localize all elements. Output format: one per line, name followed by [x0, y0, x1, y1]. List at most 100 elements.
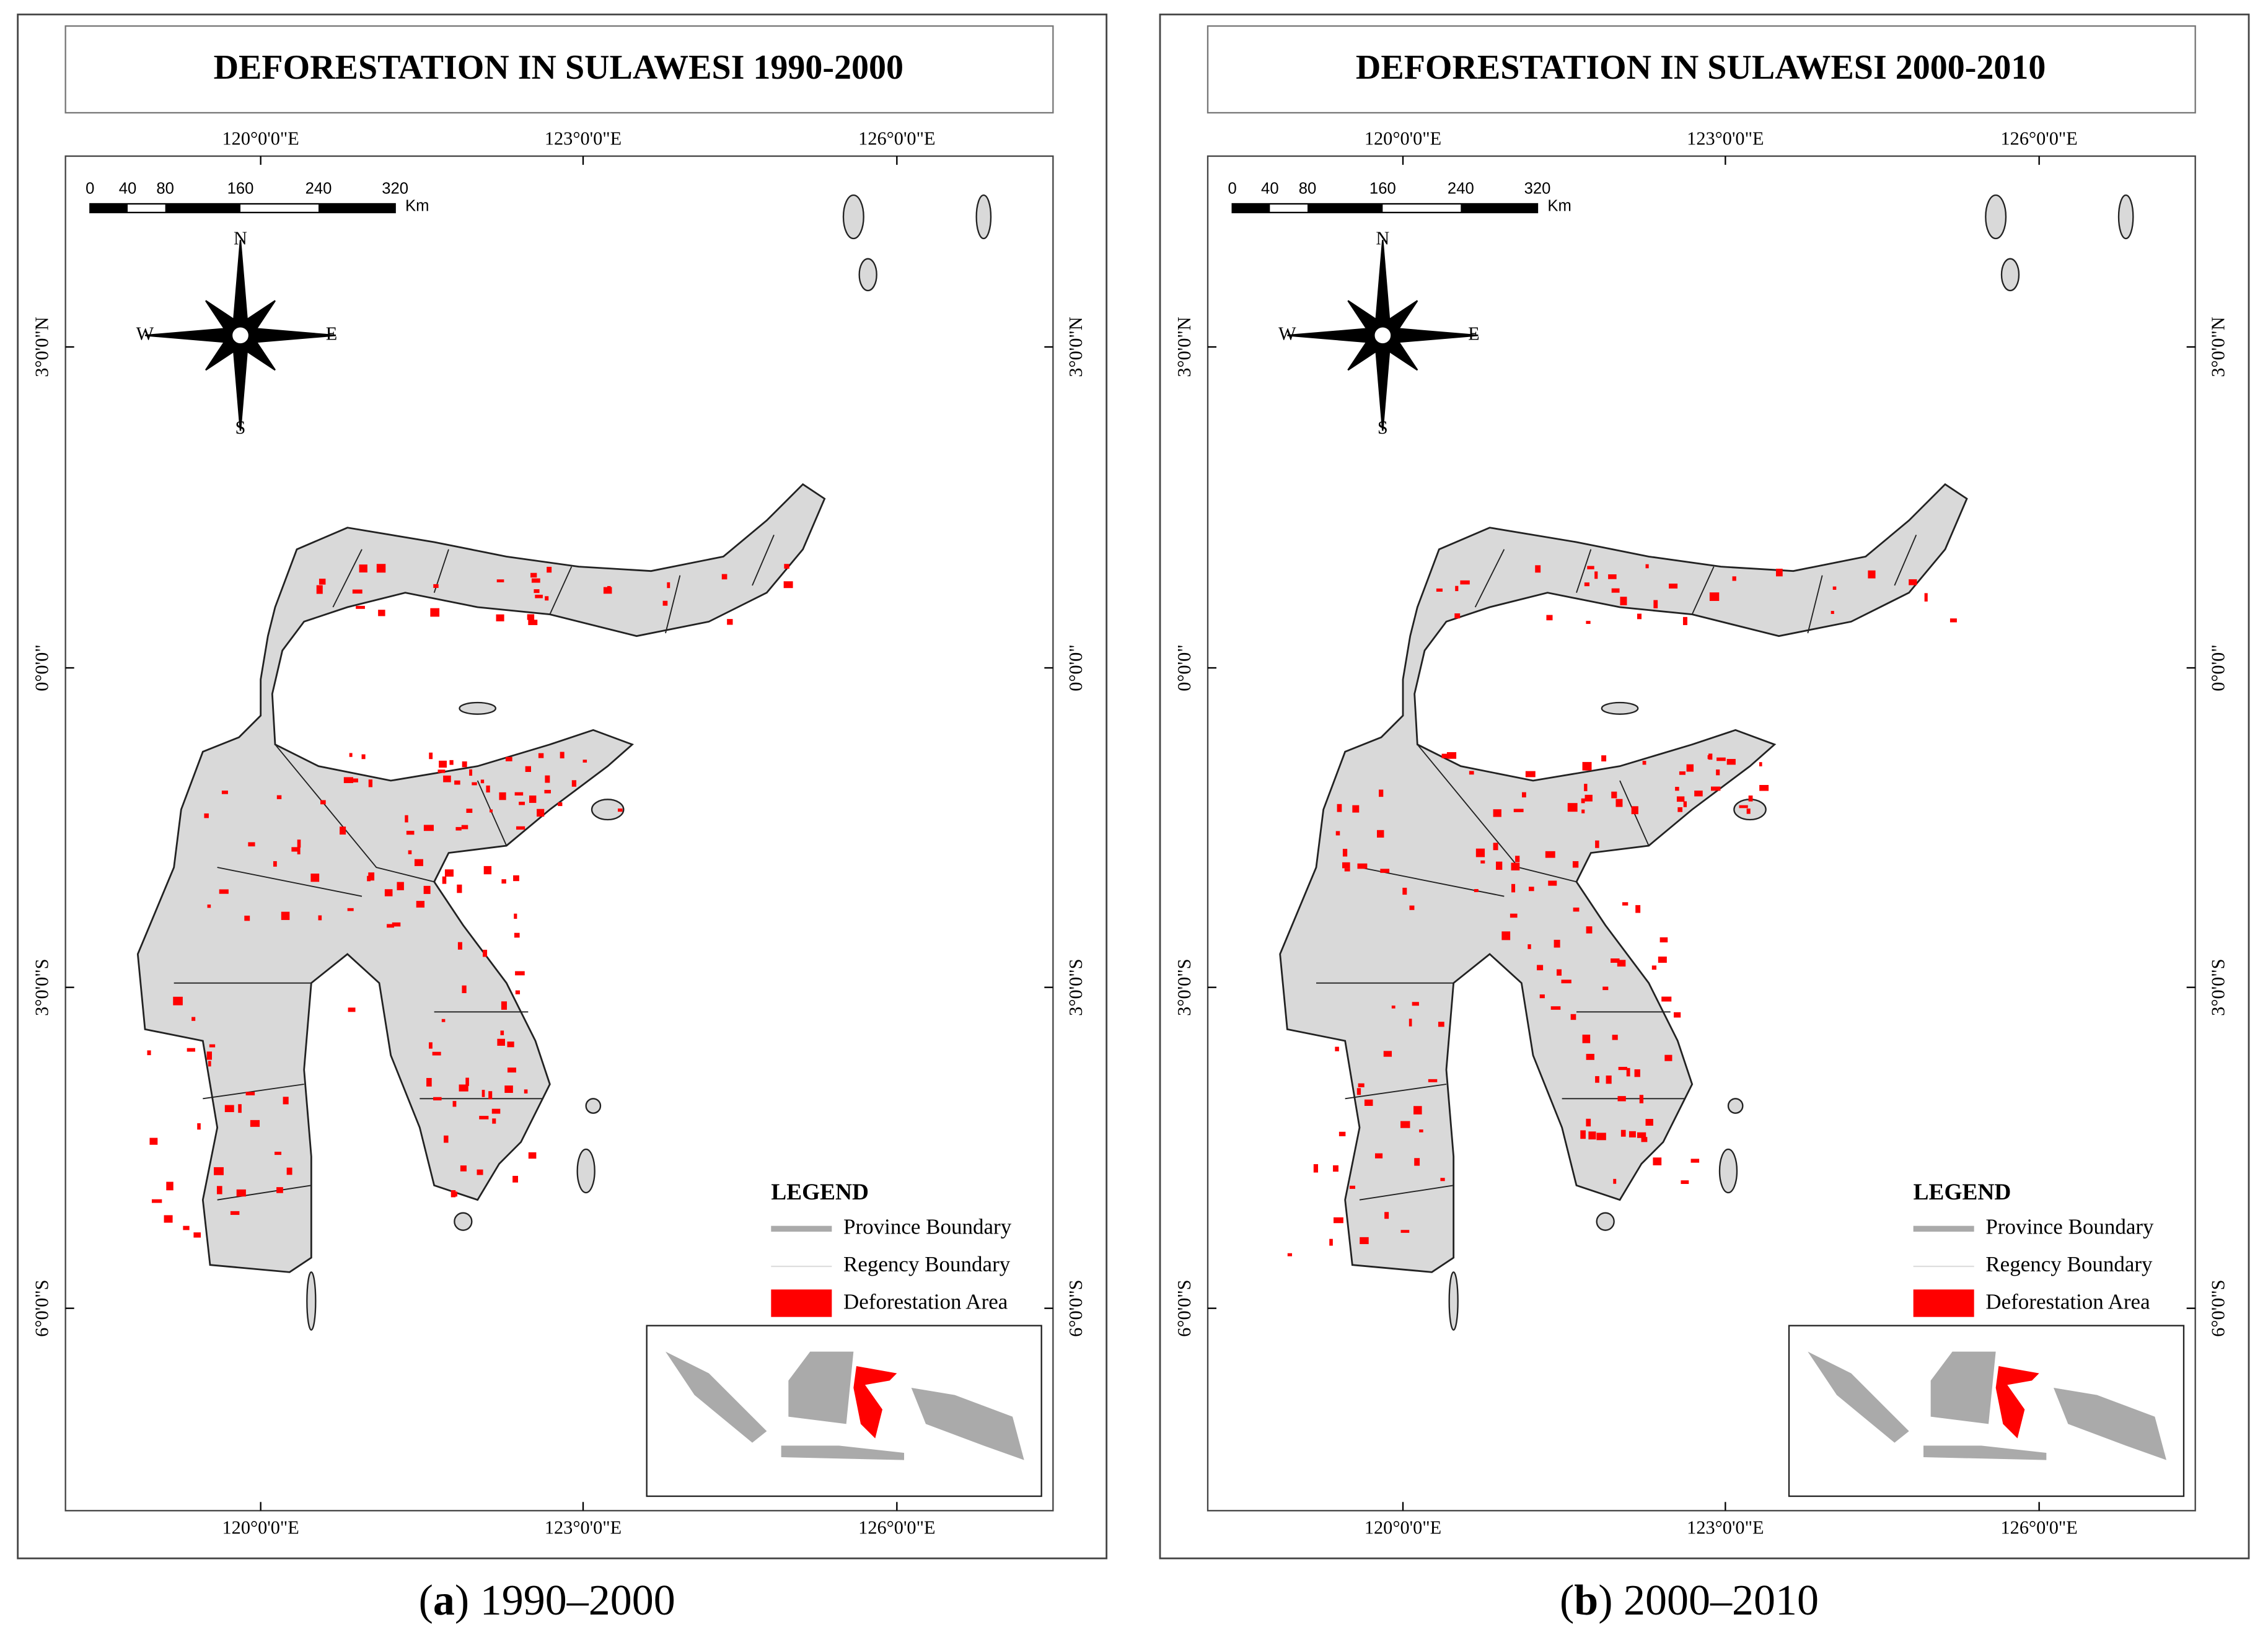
deforestation-patch — [1513, 809, 1524, 812]
deforestation-patch — [273, 861, 277, 867]
longitude-label: 126°0'0"E — [2001, 1517, 2078, 1538]
deforestation-patch — [1832, 586, 1837, 590]
deforestation-patch — [1480, 860, 1485, 864]
deforestation-patch — [1545, 851, 1555, 858]
compass-letter: N — [234, 227, 247, 248]
deforestation-patch — [1642, 761, 1646, 765]
latitude-label: 3°0'0"S — [2207, 958, 2228, 1015]
islet — [591, 799, 625, 821]
deforestation-patch — [603, 587, 612, 594]
deforestation-patch — [1474, 889, 1479, 892]
deforestation-patch — [197, 1123, 201, 1130]
deforestation-patch — [528, 620, 538, 625]
deforestation-patch — [343, 777, 353, 783]
deforestation-patch — [512, 1175, 518, 1183]
scale-label: 80 — [156, 180, 174, 197]
islet — [459, 701, 497, 715]
deforestation-patch — [244, 915, 250, 921]
deforestation-patch — [1681, 1180, 1689, 1184]
regency-boundary — [217, 1185, 312, 1201]
deforestation-patch — [376, 564, 386, 573]
deforestation-patch — [384, 889, 393, 896]
deforestation-patch — [310, 874, 320, 882]
deforestation-patch — [408, 850, 412, 854]
legend-title: LEGEND — [1914, 1180, 2011, 1205]
deforestation-patch — [356, 605, 365, 609]
deforestation-patch — [378, 610, 385, 616]
deforestation-patch — [149, 1137, 158, 1145]
deforestation-patch — [1338, 1131, 1346, 1136]
deforestation-patch — [469, 769, 473, 776]
deforestation-patch — [1612, 1035, 1618, 1040]
deforestation-patch — [1661, 996, 1672, 1002]
islet — [454, 1212, 473, 1231]
deforestation-patch — [461, 825, 468, 830]
deforestation-patch — [486, 785, 490, 793]
latitude-label: 0°0'0" — [1065, 644, 1086, 691]
regency-boundary — [1576, 549, 1592, 593]
scale-segment — [1461, 204, 1537, 213]
islet — [1596, 1212, 1615, 1231]
latitude-label: 3°0'0"N — [1174, 317, 1195, 377]
deforestation-patch — [501, 1001, 508, 1010]
deforestation-patch — [1611, 588, 1620, 593]
deforestation-patch — [349, 753, 353, 757]
deforestation-patch — [340, 826, 346, 835]
deforestation-patch — [429, 752, 433, 760]
deforestation-patch — [1548, 880, 1557, 886]
deforestation-patch — [455, 826, 462, 831]
deforestation-patch — [1746, 809, 1751, 814]
deforestation-patch — [465, 1077, 469, 1086]
deforestation-patch — [1539, 994, 1545, 999]
deforestation-patch — [1679, 771, 1686, 775]
deforestation-patch — [1637, 613, 1642, 620]
deforestation-patch — [1664, 1054, 1672, 1061]
deforestation-patch — [281, 911, 290, 920]
deforestation-patch — [1669, 583, 1678, 589]
deforestation-patch — [1335, 831, 1340, 836]
deforestation-patch — [1709, 592, 1720, 601]
deforestation-patch — [1726, 759, 1736, 765]
deforestation-patch — [1584, 784, 1588, 792]
deforestation-patch — [490, 809, 493, 813]
deforestation-patch — [515, 990, 521, 994]
islet — [1718, 1148, 1738, 1194]
deforestation-patch — [582, 760, 587, 763]
islet — [2117, 194, 2134, 240]
deforestation-patch — [1595, 840, 1599, 848]
caption-part: a — [433, 1577, 455, 1624]
deforestation-patch — [1344, 868, 1350, 872]
regency-boundary — [203, 1084, 304, 1100]
compass-center — [231, 326, 250, 345]
deforestation-patch — [496, 614, 504, 621]
deforestation-patch — [361, 754, 366, 760]
deforestation-patch — [214, 1167, 224, 1175]
deforestation-patch — [1653, 1157, 1662, 1165]
regency-boundary — [477, 780, 508, 846]
deforestation-patch — [454, 1191, 457, 1197]
deforestation-patch — [1620, 1129, 1626, 1137]
deforestation-patch — [1522, 792, 1526, 798]
deforestation-patch — [460, 1165, 467, 1172]
compass-letter: N — [1376, 227, 1389, 248]
deforestation-patch — [444, 869, 454, 877]
deforestation-patch — [1676, 796, 1685, 802]
deforestation-patch — [1342, 862, 1350, 869]
latitude-label: 6°0'0"S — [2207, 1279, 2228, 1336]
deforestation-patch — [547, 566, 552, 573]
caption-part: b — [1574, 1577, 1598, 1624]
islet — [1448, 1271, 1459, 1331]
scale-label: 320 — [382, 180, 408, 197]
deforestation-patch — [1581, 809, 1585, 813]
deforestation-patch — [1364, 1099, 1373, 1106]
deforestation-patch — [1413, 1106, 1422, 1115]
deforestation-patch — [483, 866, 492, 875]
deforestation-patch — [392, 922, 401, 927]
deforestation-patch — [1567, 803, 1578, 812]
deforestation-patch — [1732, 576, 1736, 581]
legend-item: Province Boundary — [843, 1214, 1012, 1238]
deforestation-patch — [1455, 585, 1459, 592]
inset-land — [1808, 1351, 2166, 1460]
deforestation-patch — [1469, 771, 1474, 775]
deforestation-patch — [191, 1017, 196, 1021]
